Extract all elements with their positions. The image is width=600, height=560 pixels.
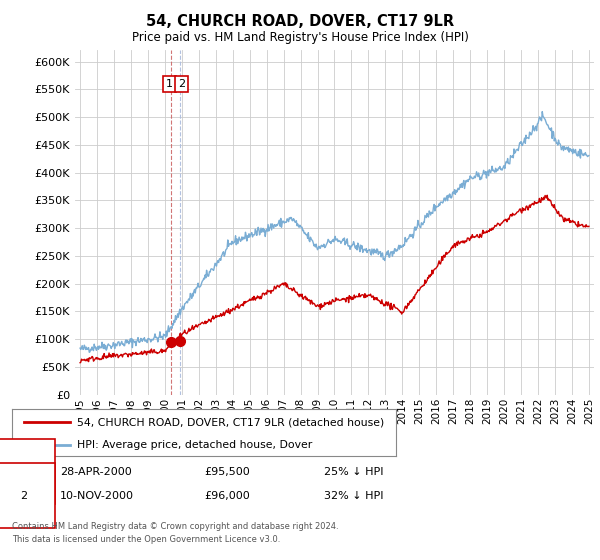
Text: 10-NOV-2000: 10-NOV-2000: [60, 491, 134, 501]
Text: £96,000: £96,000: [204, 491, 250, 501]
Text: 1: 1: [166, 79, 173, 88]
Text: HPI: Average price, detached house, Dover: HPI: Average price, detached house, Dove…: [77, 440, 313, 450]
Text: 54, CHURCH ROAD, DOVER, CT17 9LR: 54, CHURCH ROAD, DOVER, CT17 9LR: [146, 14, 454, 29]
Text: 54, CHURCH ROAD, DOVER, CT17 9LR (detached house): 54, CHURCH ROAD, DOVER, CT17 9LR (detach…: [77, 417, 385, 427]
Text: Price paid vs. HM Land Registry's House Price Index (HPI): Price paid vs. HM Land Registry's House …: [131, 31, 469, 44]
Text: 32% ↓ HPI: 32% ↓ HPI: [324, 491, 383, 501]
Text: 1: 1: [20, 466, 28, 477]
Text: 28-APR-2000: 28-APR-2000: [60, 466, 132, 477]
Text: 2: 2: [178, 79, 185, 88]
Text: £95,500: £95,500: [204, 466, 250, 477]
Text: Contains HM Land Registry data © Crown copyright and database right 2024.: Contains HM Land Registry data © Crown c…: [12, 522, 338, 531]
Text: This data is licensed under the Open Government Licence v3.0.: This data is licensed under the Open Gov…: [12, 535, 280, 544]
Text: 25% ↓ HPI: 25% ↓ HPI: [324, 466, 383, 477]
Text: 2: 2: [20, 491, 28, 501]
